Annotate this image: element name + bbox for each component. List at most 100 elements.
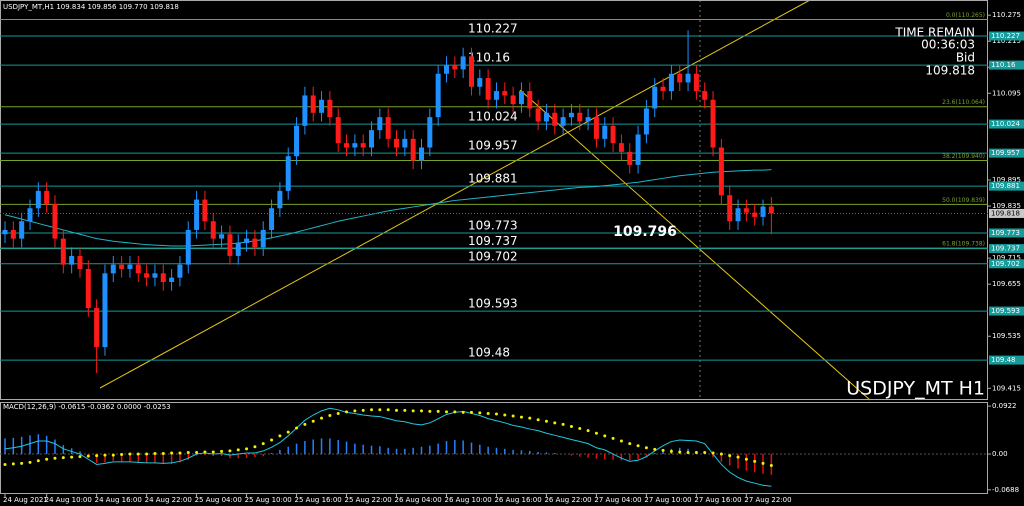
x-tick-label: 27 Aug 22:00 — [744, 496, 791, 504]
candle-body — [452, 65, 458, 70]
macd-signal-dot — [270, 438, 274, 442]
x-tick-label: 26 Aug 04:00 — [395, 496, 442, 504]
level-label: 109.737 — [468, 234, 518, 248]
x-tick-label: 26 Aug 22:00 — [544, 496, 591, 504]
macd-signal-dot — [494, 412, 498, 416]
macd-signal-dot — [403, 408, 407, 412]
macd-signal-dot — [486, 411, 490, 415]
candle-body — [652, 86, 658, 109]
y-tick-label: 109.715 — [992, 254, 1021, 262]
candle-body — [693, 73, 699, 92]
macd-signal-dot — [661, 448, 665, 452]
candle-body — [585, 117, 591, 122]
macd-signal-dot — [611, 436, 615, 440]
level-tag-label: 110.16 — [991, 61, 1016, 69]
level-tag — [989, 60, 1024, 70]
plot-layer: 110.275110.215110.155110.095109.895109.8… — [0, 11, 1024, 504]
candle-body — [535, 108, 541, 122]
candle-body — [627, 151, 633, 165]
macd-signal-dot — [569, 424, 573, 428]
x-tick-label: 27 Aug 10:00 — [644, 496, 691, 504]
macd-signal-dot — [694, 450, 698, 454]
macd-signal-dot — [236, 448, 240, 452]
candle-body — [527, 91, 533, 109]
macd-signal-dot — [336, 411, 340, 415]
macd-signal-dot — [594, 431, 598, 435]
y-tick-label: 109.835 — [992, 202, 1021, 210]
macd-signal-dot — [311, 419, 315, 423]
x-tick-label: 27 Aug 04:00 — [594, 496, 641, 504]
candle-body — [543, 112, 549, 122]
macd-signal-dot — [378, 408, 382, 412]
level-tag-label: 109.593 — [991, 307, 1020, 315]
macd-signal-dot — [561, 422, 565, 426]
level-label: 109.773 — [468, 218, 518, 232]
candle-body — [710, 99, 716, 148]
level-label: 110.227 — [468, 22, 518, 36]
candle-body — [344, 143, 350, 148]
timer-title: TIME REMAIN — [894, 26, 975, 40]
candle-body — [10, 229, 16, 239]
candle-body — [618, 143, 624, 152]
candle-body — [502, 91, 508, 96]
macd-signal-dot — [186, 450, 190, 454]
candle-body — [752, 212, 758, 217]
level-tag — [989, 228, 1024, 238]
level-tag — [989, 31, 1024, 41]
price-label: 109.796 — [613, 224, 677, 240]
candle-body — [352, 143, 358, 148]
macd-panel-frame — [0, 402, 988, 494]
trend-line — [519, 89, 871, 401]
level-tag-label: 110.024 — [991, 120, 1020, 128]
macd-signal-dot — [320, 416, 324, 420]
candle-body — [385, 117, 391, 139]
macd-signal-dot — [711, 451, 715, 455]
macd-signal-dot — [411, 409, 415, 413]
macd-signal-dot — [203, 450, 207, 454]
macd-signal-dot — [586, 429, 590, 433]
candle-body — [635, 134, 641, 165]
macd-signal-dot — [686, 450, 690, 454]
macd-signal-dot — [511, 414, 515, 418]
candle-body — [19, 221, 25, 239]
macd-y-tick-label: -0.0688 — [992, 486, 1019, 494]
macd-signal-dot — [28, 460, 32, 464]
macd-signal-dot — [353, 409, 357, 413]
candle-body — [702, 91, 708, 100]
candle-body — [35, 190, 41, 209]
macd-signal-dot — [744, 457, 748, 461]
candle-body — [593, 117, 599, 139]
candle-body — [319, 99, 325, 113]
level-tag-label: 109.48 — [991, 356, 1016, 364]
candle-body — [27, 208, 33, 222]
candle-body — [485, 78, 491, 100]
macd-signal-dot — [769, 463, 773, 467]
candle-body — [552, 112, 558, 126]
macd-y-tick-label: 0.0922 — [992, 402, 1017, 410]
macd-signal-dot — [719, 452, 723, 456]
macd-signal-dot — [503, 413, 507, 417]
level-tag-label: 109.737 — [991, 245, 1020, 253]
fibo-label: 23.6(110.064) — [942, 99, 985, 106]
candle-body — [394, 138, 400, 148]
macd-signal-dot — [519, 415, 523, 419]
candle-body — [144, 273, 150, 278]
candle-body — [219, 234, 225, 239]
moving-average — [4, 169, 772, 247]
candle-body — [177, 264, 183, 278]
macd-signal-dot — [178, 451, 182, 455]
candle-body — [743, 208, 749, 213]
macd-signal-dot — [461, 410, 465, 414]
candle-body — [160, 273, 166, 282]
x-tick-label: 26 Aug 10:00 — [444, 496, 491, 504]
fibo-label: 61.8(109.738) — [942, 241, 985, 248]
candle-body — [369, 130, 375, 148]
bid-value: 109.818 — [925, 64, 975, 78]
macd-signal-dot — [286, 430, 290, 434]
candle-body — [402, 138, 408, 148]
macd-signal-dot — [111, 453, 115, 457]
candle-body — [185, 229, 191, 265]
macd-signal-dot — [636, 444, 640, 448]
x-tick-label: 24 Aug 16:00 — [95, 496, 142, 504]
